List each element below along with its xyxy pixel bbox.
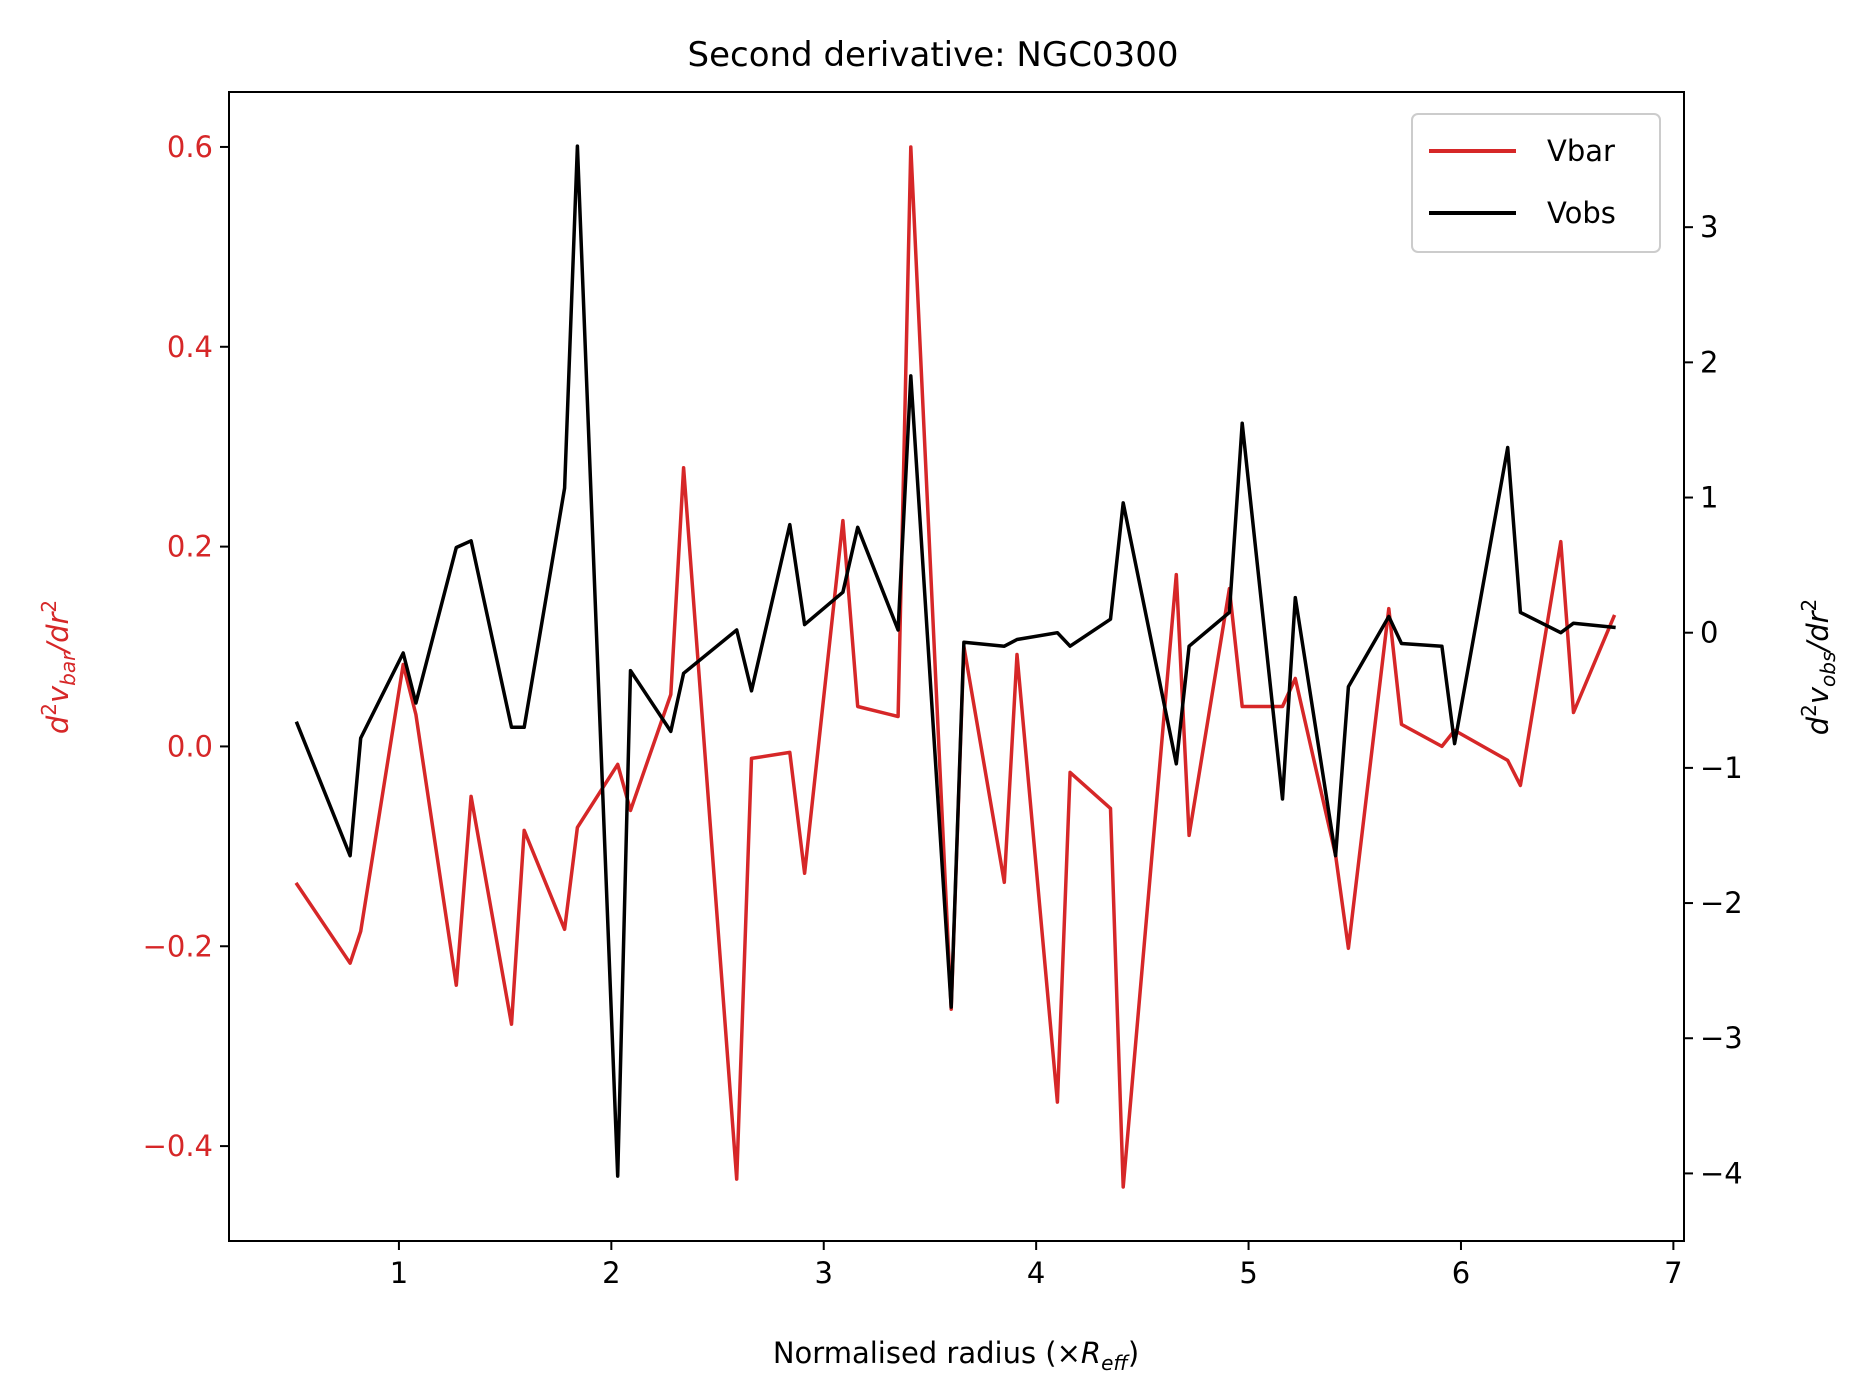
series-layer (294, 144, 1617, 1189)
y-right-tick-label: −2 (1700, 886, 1743, 920)
y-axis-right: −4 −3 −2 −1 0 1 2 3 (1684, 210, 1743, 1190)
y-right-tick-label: 2 (1700, 345, 1718, 379)
y-left-tick-label: 0.2 (167, 530, 213, 564)
y-right-tick-label: 1 (1700, 481, 1718, 515)
y-axis-left: −0.4 −0.2 0.0 0.2 0.4 0.6 (143, 130, 229, 1163)
legend-label-vbar: Vbar (1547, 134, 1615, 168)
y-left-tick-label: −0.2 (143, 929, 213, 963)
x-axis-title: Normalised radius (×Reff) (773, 1336, 1139, 1375)
y-axis-right-title: d2vobs/dr2 (1797, 599, 1840, 736)
x-tick-label: 2 (602, 1256, 620, 1290)
y-left-tick-label: 0.4 (167, 330, 213, 364)
x-tick-label: 3 (815, 1256, 833, 1290)
y-right-tick-label: −4 (1700, 1156, 1743, 1190)
y-left-tick-label: 0.0 (167, 729, 213, 763)
x-tick-label: 1 (390, 1256, 408, 1290)
y-right-tick-label: −3 (1700, 1021, 1743, 1055)
y-left-tick-label: 0.6 (167, 130, 213, 164)
plot-frame (228, 91, 1685, 1242)
y-right-tick-label: 3 (1700, 210, 1718, 244)
legend: Vbar Vobs (1411, 113, 1661, 253)
y-left-tick-label: −0.4 (143, 1129, 213, 1163)
legend-box (1411, 113, 1661, 253)
x-tick-label: 4 (1027, 1256, 1045, 1290)
y-right-tick-label: 0 (1700, 616, 1718, 650)
y-axis-left-title: d2vbar/dr2 (37, 600, 80, 734)
series-line-vobs (294, 144, 1616, 1178)
x-axis: 1 2 3 4 5 6 7 (390, 1241, 1683, 1290)
x-tick-label: 5 (1239, 1256, 1257, 1290)
x-tick-label: 7 (1664, 1256, 1682, 1290)
y-right-tick-label: −1 (1700, 751, 1743, 785)
x-tick-label: 6 (1452, 1256, 1470, 1290)
chart-title: Second derivative: NGC0300 (688, 35, 1179, 75)
legend-label-vobs: Vobs (1547, 196, 1616, 230)
